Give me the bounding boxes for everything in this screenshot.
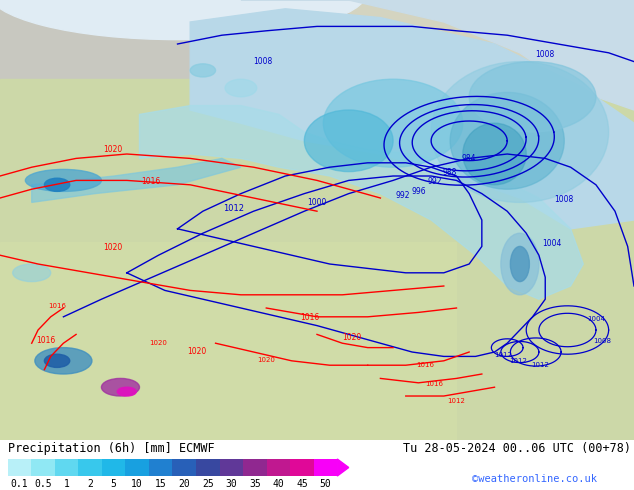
Text: 1020: 1020	[342, 333, 361, 342]
Text: 1008: 1008	[254, 57, 273, 66]
Text: 1016: 1016	[48, 303, 66, 309]
Text: 1008: 1008	[593, 338, 611, 344]
Ellipse shape	[190, 64, 216, 77]
Text: 0.1: 0.1	[11, 479, 28, 489]
Text: 1016: 1016	[141, 177, 160, 186]
Text: 35: 35	[249, 479, 261, 489]
Bar	[102, 459, 126, 476]
Text: Precipitation (6h) [mm] ECMWF: Precipitation (6h) [mm] ECMWF	[8, 441, 214, 455]
Text: 1016: 1016	[36, 336, 55, 345]
Text: 20: 20	[178, 479, 190, 489]
Ellipse shape	[501, 233, 539, 295]
Text: ©weatheronline.co.uk: ©weatheronline.co.uk	[472, 474, 597, 484]
Text: 5: 5	[111, 479, 117, 489]
Text: 45: 45	[296, 479, 308, 489]
Text: 40: 40	[273, 479, 284, 489]
Text: 1004: 1004	[542, 240, 561, 248]
Text: 996: 996	[411, 187, 426, 196]
Ellipse shape	[510, 246, 529, 282]
Ellipse shape	[304, 110, 393, 172]
Text: 1012: 1012	[448, 397, 465, 404]
Text: 1012: 1012	[494, 352, 512, 358]
Bar	[0, 79, 634, 440]
Ellipse shape	[25, 170, 101, 192]
Text: 1020: 1020	[257, 357, 275, 363]
Ellipse shape	[225, 79, 257, 97]
Bar	[31, 459, 55, 476]
Ellipse shape	[44, 354, 70, 368]
Text: 50: 50	[320, 479, 332, 489]
Text: 1004: 1004	[587, 316, 605, 322]
Bar	[267, 459, 290, 476]
Ellipse shape	[323, 79, 463, 167]
Text: 984: 984	[462, 154, 476, 163]
Bar	[55, 459, 78, 476]
Text: 1020: 1020	[103, 243, 122, 252]
Text: 1008: 1008	[536, 50, 555, 59]
Text: 15: 15	[155, 479, 167, 489]
Text: 1020: 1020	[150, 341, 167, 346]
Ellipse shape	[469, 62, 596, 132]
Text: 992: 992	[396, 191, 410, 200]
Bar	[8, 459, 31, 476]
Bar	[219, 459, 243, 476]
Text: 1000: 1000	[307, 197, 327, 207]
Text: 1012: 1012	[223, 204, 244, 213]
Ellipse shape	[101, 378, 139, 396]
Ellipse shape	[450, 93, 564, 189]
Text: 992: 992	[427, 177, 441, 186]
Ellipse shape	[35, 347, 92, 374]
Bar	[290, 459, 314, 476]
Text: 1: 1	[63, 479, 69, 489]
Text: 2: 2	[87, 479, 93, 489]
Polygon shape	[190, 9, 634, 229]
Text: 0.5: 0.5	[34, 479, 52, 489]
Text: 1016: 1016	[425, 381, 443, 387]
Bar	[314, 459, 337, 476]
Ellipse shape	[117, 387, 136, 396]
Bar	[149, 459, 172, 476]
Bar	[0, 0, 634, 79]
Ellipse shape	[13, 264, 51, 282]
Ellipse shape	[431, 62, 609, 202]
Polygon shape	[0, 0, 349, 132]
Bar	[196, 459, 219, 476]
Bar	[243, 459, 267, 476]
Text: 1020: 1020	[103, 145, 122, 154]
Bar	[172, 459, 196, 476]
Bar	[126, 459, 149, 476]
Text: 1012: 1012	[510, 358, 527, 364]
Text: 25: 25	[202, 479, 214, 489]
Text: 1016: 1016	[416, 363, 434, 368]
Bar	[0, 242, 456, 440]
Ellipse shape	[44, 178, 70, 192]
Polygon shape	[32, 158, 241, 202]
Bar	[78, 459, 102, 476]
Text: Tu 28-05-2024 00..06 UTC (00+78): Tu 28-05-2024 00..06 UTC (00+78)	[403, 441, 631, 455]
Text: 30: 30	[226, 479, 237, 489]
Text: 1008: 1008	[555, 196, 574, 204]
Polygon shape	[337, 459, 349, 476]
Polygon shape	[241, 0, 634, 110]
Text: 1020: 1020	[187, 347, 206, 356]
Text: 10: 10	[131, 479, 143, 489]
Polygon shape	[139, 106, 583, 299]
Text: 1012: 1012	[531, 363, 549, 368]
Ellipse shape	[463, 123, 526, 185]
Text: 1016: 1016	[300, 313, 319, 322]
Ellipse shape	[0, 0, 368, 40]
Text: 988: 988	[443, 168, 457, 177]
